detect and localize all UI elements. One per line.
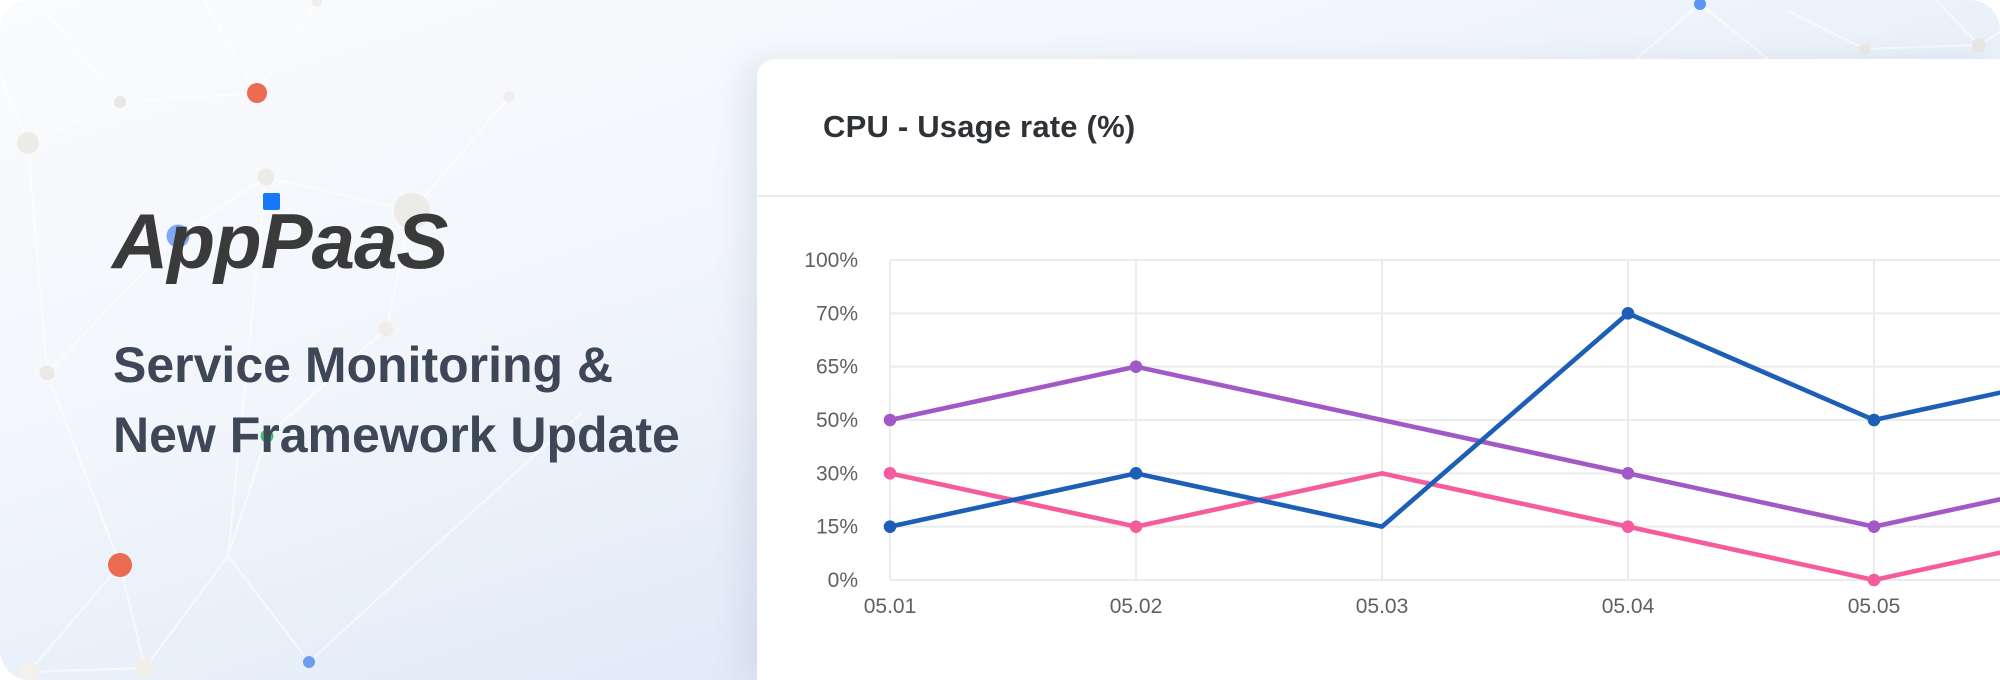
chart-card-header: CPU - Usage rate (%) [757,59,2000,197]
chart-card: CPU - Usage rate (%) [757,59,2000,680]
logo: App PaaS [112,193,448,280]
tagline: Service Monitoring & New Framework Updat… [113,330,680,470]
chart-title: CPU - Usage rate (%) [823,109,1136,144]
logo-text-paas-inner: PaaS [260,197,449,285]
network-dots [17,0,1986,680]
logo-accent-square [262,193,280,210]
logo-text-paas: PaaS [261,193,448,280]
tagline-line-1: Service Monitoring & [113,337,614,393]
logo-text-app: App [112,197,262,285]
tagline-line-2: New Framework Update [113,407,680,463]
